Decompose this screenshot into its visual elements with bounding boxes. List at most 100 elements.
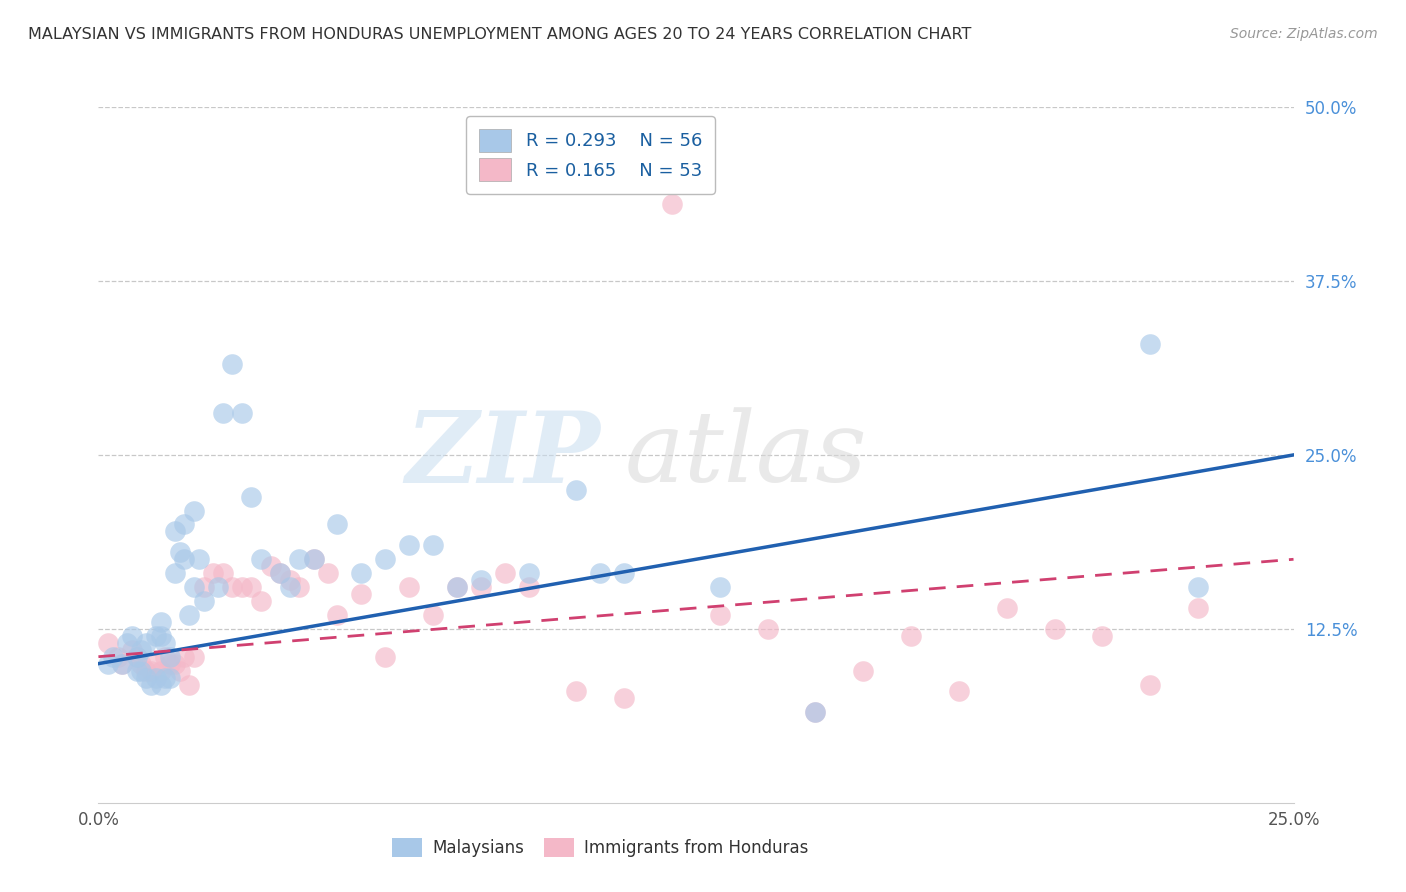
Point [135, 671, 157, 685]
Point [422, 607, 444, 622]
Point [1139, 336, 1161, 351]
Point [183, 649, 205, 664]
Point [613, 566, 636, 581]
Point [250, 552, 273, 566]
Point [145, 657, 167, 671]
Point [316, 566, 339, 581]
Point [1187, 601, 1209, 615]
Point [900, 629, 922, 643]
Point [173, 649, 195, 664]
Point [125, 649, 148, 664]
Point [995, 601, 1018, 615]
Point [107, 649, 129, 664]
Point [374, 649, 396, 664]
Point [173, 552, 195, 566]
Point [121, 642, 143, 657]
Point [709, 580, 731, 594]
Point [121, 629, 143, 643]
Point [159, 671, 181, 685]
Point [163, 657, 186, 671]
Point [179, 607, 201, 622]
Point [125, 649, 148, 664]
Text: Source: ZipAtlas.com: Source: ZipAtlas.com [1230, 27, 1378, 41]
Point [470, 580, 492, 594]
Point [278, 573, 301, 587]
Point [179, 677, 201, 691]
Point [446, 580, 468, 594]
Point [288, 580, 311, 594]
Point [183, 503, 205, 517]
Point [97, 657, 120, 671]
Point [470, 573, 492, 587]
Point [565, 483, 588, 497]
Point [111, 657, 134, 671]
Point [350, 566, 373, 581]
Point [302, 552, 325, 566]
Point [240, 580, 263, 594]
Point [193, 580, 215, 594]
Point [1139, 677, 1161, 691]
Point [169, 545, 191, 559]
Point [948, 684, 970, 698]
Point [517, 580, 540, 594]
Text: atlas: atlas [624, 408, 868, 502]
Point [149, 664, 172, 678]
Point [302, 552, 325, 566]
Point [131, 664, 153, 678]
Text: ZIP: ZIP [405, 407, 600, 503]
Point [155, 636, 177, 650]
Point [326, 517, 349, 532]
Point [1091, 629, 1114, 643]
Point [115, 636, 138, 650]
Point [131, 657, 153, 671]
Point [852, 664, 875, 678]
Point [221, 580, 243, 594]
Point [159, 649, 181, 664]
Point [207, 580, 229, 594]
Point [97, 636, 120, 650]
Point [269, 566, 291, 581]
Point [709, 607, 731, 622]
Point [231, 406, 253, 420]
Point [231, 580, 253, 594]
Point [517, 566, 540, 581]
Point [169, 664, 191, 678]
Point [240, 490, 263, 504]
Point [250, 594, 273, 608]
Point [804, 706, 827, 720]
Point [565, 684, 588, 698]
Point [756, 622, 779, 636]
Point [661, 197, 683, 211]
Point [350, 587, 373, 601]
Point [1043, 622, 1066, 636]
Point [155, 671, 177, 685]
Point [131, 642, 153, 657]
Point [398, 538, 420, 552]
Point [202, 566, 225, 581]
Point [193, 594, 215, 608]
Point [149, 629, 172, 643]
Point [135, 636, 157, 650]
Point [221, 358, 243, 372]
Point [155, 649, 177, 664]
Point [613, 691, 636, 706]
Point [173, 517, 195, 532]
Point [139, 677, 162, 691]
Point [259, 559, 281, 574]
Point [149, 615, 172, 629]
Text: MALAYSIAN VS IMMIGRANTS FROM HONDURAS UNEMPLOYMENT AMONG AGES 20 TO 24 YEARS COR: MALAYSIAN VS IMMIGRANTS FROM HONDURAS UN… [28, 27, 972, 42]
Point [187, 552, 209, 566]
Point [183, 580, 205, 594]
Point [111, 657, 134, 671]
Point [269, 566, 291, 581]
Point [101, 649, 124, 664]
Point [211, 406, 233, 420]
Legend: Malaysians, Immigrants from Honduras: Malaysians, Immigrants from Honduras [385, 831, 815, 864]
Point [804, 706, 827, 720]
Point [446, 580, 468, 594]
Point [145, 671, 167, 685]
Point [422, 538, 444, 552]
Point [135, 664, 157, 678]
Point [494, 566, 516, 581]
Point [398, 580, 420, 594]
